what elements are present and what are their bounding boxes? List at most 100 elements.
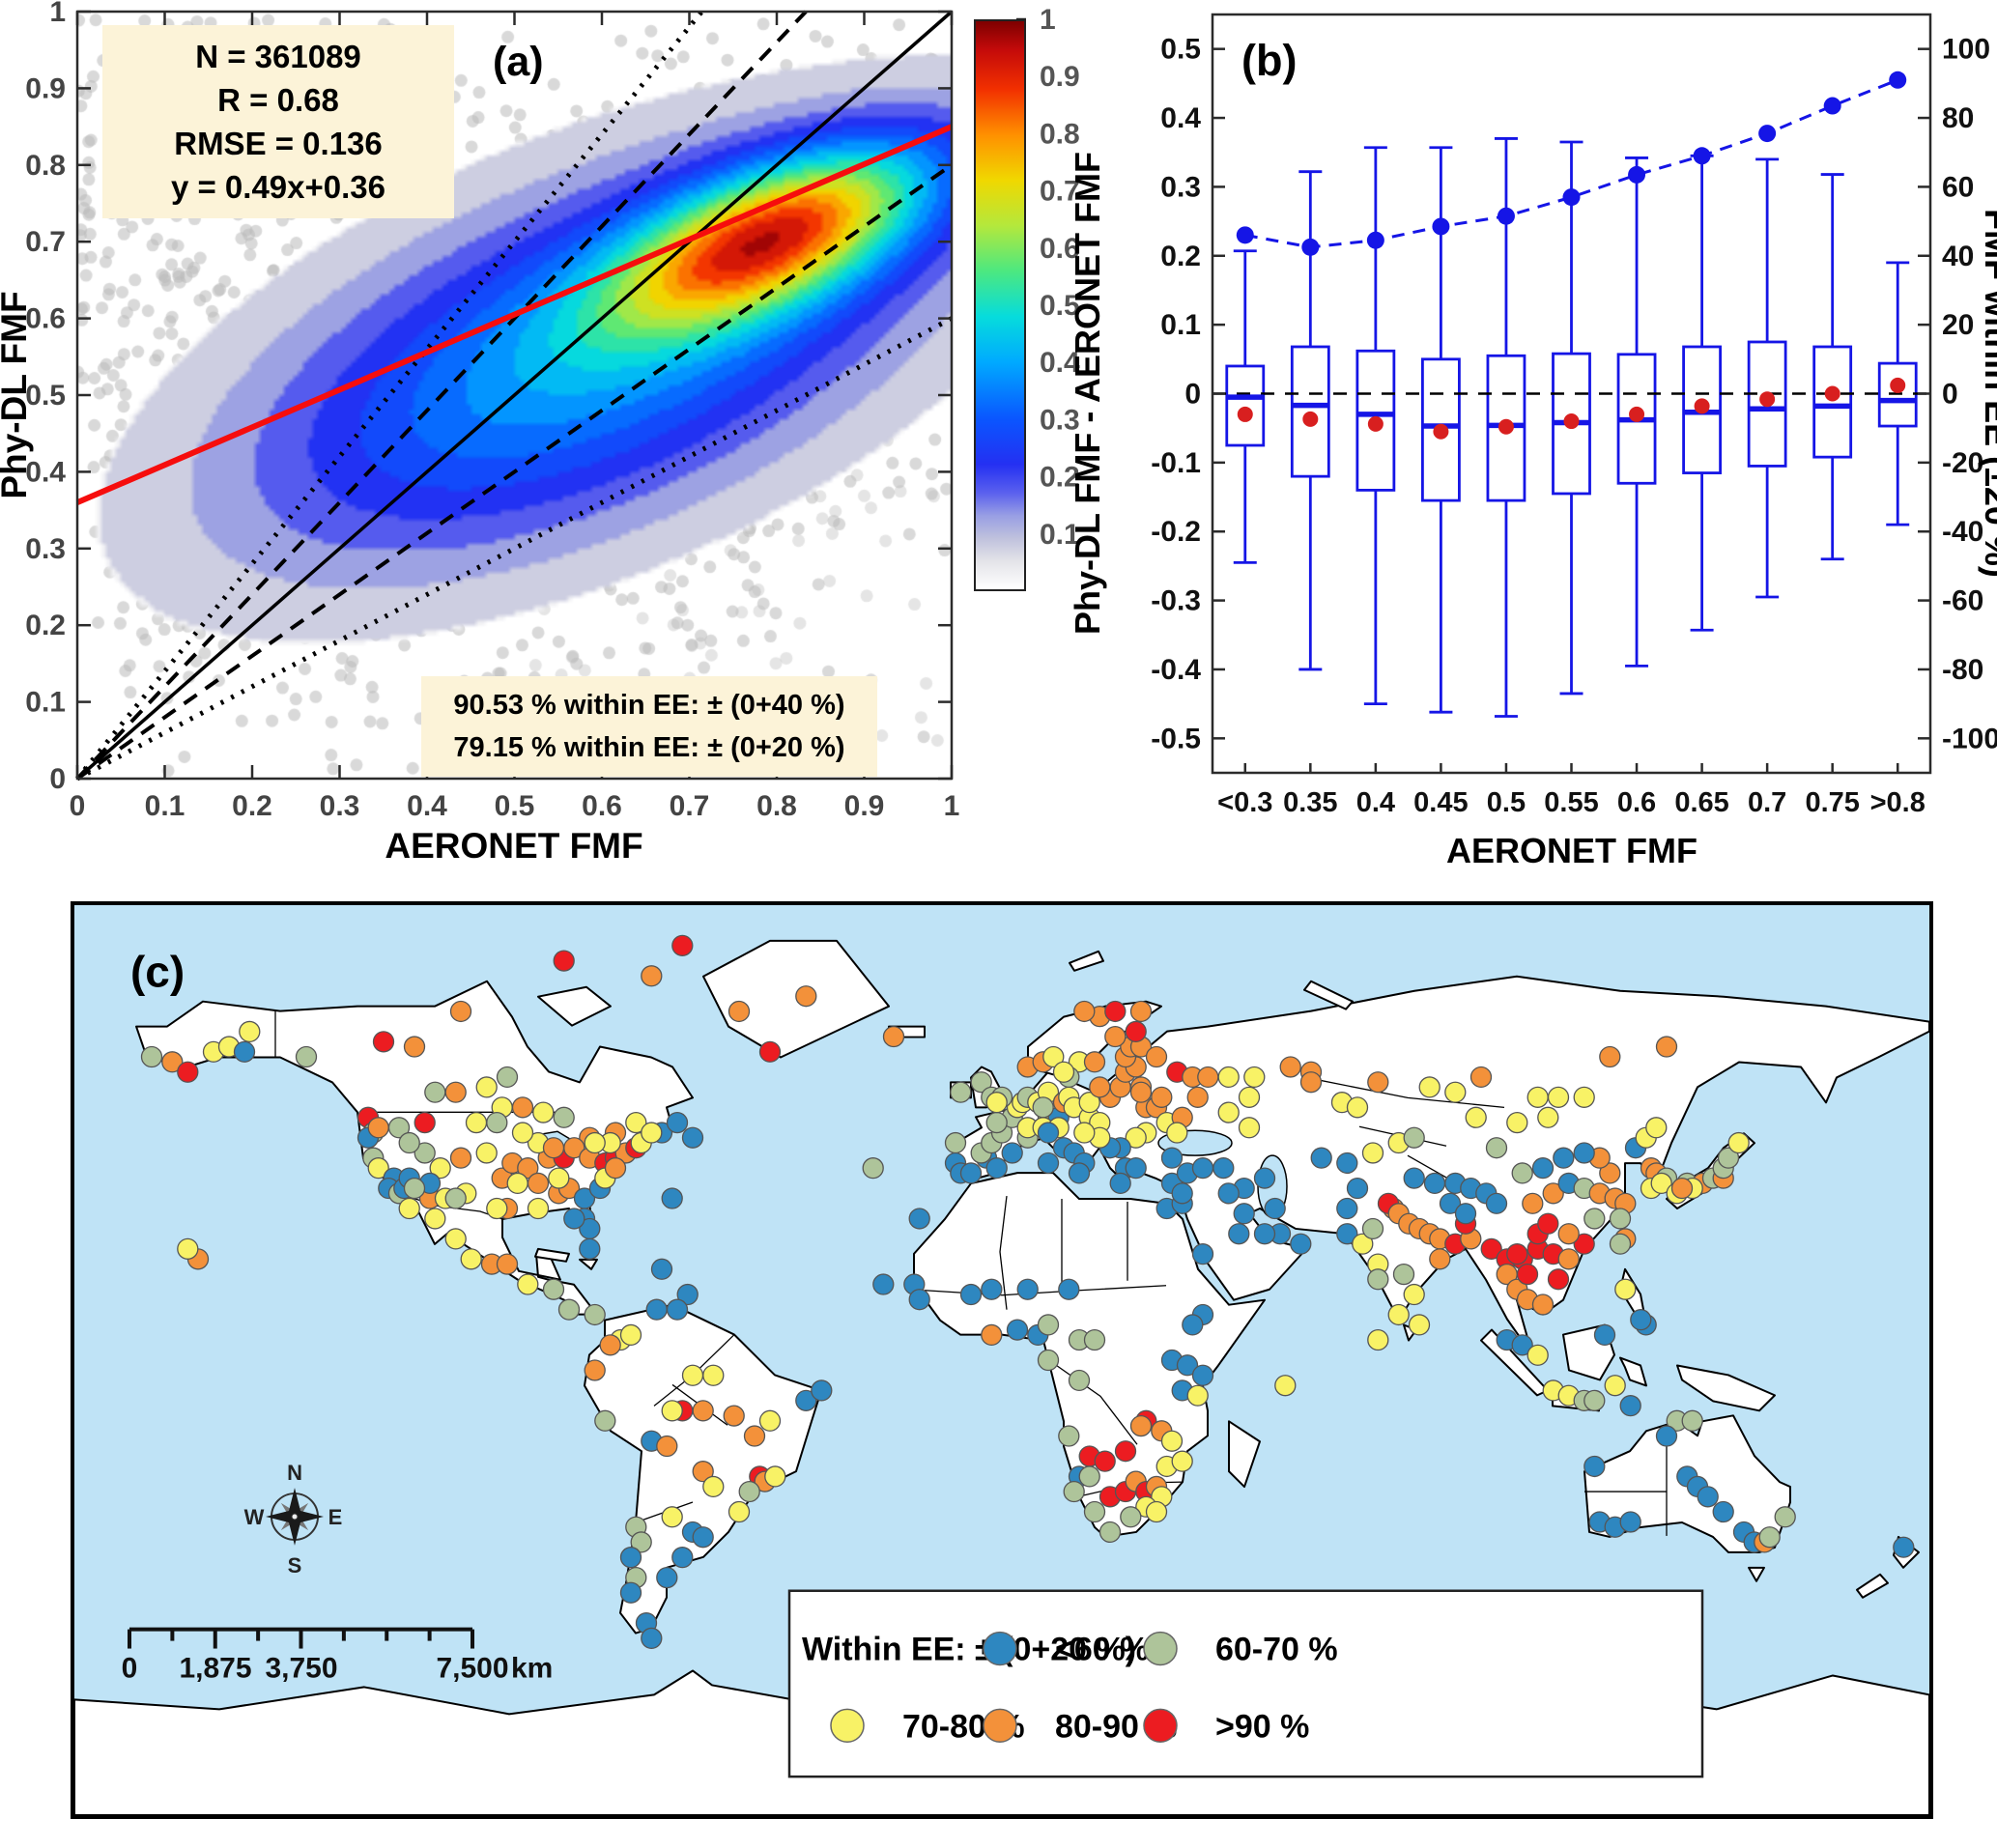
station-dots — [140, 934, 1915, 1649]
station-dot — [1387, 1303, 1410, 1326]
x-tick-label: 0.2 — [232, 790, 272, 822]
station-dot — [1444, 1081, 1467, 1103]
sulawesi — [1619, 1356, 1647, 1387]
right-tick-label: -40 — [1942, 516, 1983, 548]
station-dot — [367, 1157, 389, 1180]
compass-e: E — [328, 1505, 343, 1529]
ee-percent-dot — [1823, 97, 1841, 115]
ee-percent-dot — [1497, 207, 1515, 225]
station-dot — [475, 1142, 498, 1164]
station-dot — [702, 1364, 725, 1386]
station-dot — [758, 1409, 782, 1432]
station-dot — [465, 1111, 488, 1134]
station-dot — [862, 1157, 884, 1180]
station-dot — [295, 1045, 318, 1068]
station-dot — [1367, 1071, 1389, 1094]
novaya-zemlya — [1303, 980, 1354, 1010]
station-dot — [758, 1040, 782, 1063]
left-tick-label: 0.4 — [1160, 102, 1201, 134]
station-dot — [1526, 1086, 1549, 1108]
station-dot — [1609, 1233, 1632, 1255]
station-dot — [656, 1566, 678, 1589]
station-dot — [1583, 1208, 1606, 1230]
ee-percent-dot — [1889, 71, 1907, 89]
y-axis-label-b-right: FMF within EE (±20 %) — [1978, 209, 1997, 578]
y-tick-label: 0.6 — [25, 303, 66, 335]
right-tick-label: 60 — [1942, 171, 1974, 203]
station-dot — [1068, 1369, 1091, 1392]
box — [1747, 340, 1787, 468]
legend-label-lt60: <60 % — [1055, 1632, 1149, 1668]
legend-dot-gt90 — [1143, 1708, 1178, 1743]
y-tick-label: 0.5 — [25, 380, 66, 412]
mean-dot — [1498, 418, 1514, 435]
y-tick-label: 0.4 — [25, 456, 66, 488]
station-dot — [140, 1045, 163, 1068]
station-dot — [1104, 1025, 1127, 1048]
station-dot — [1511, 1334, 1533, 1356]
ee-percent-dot — [1693, 147, 1711, 165]
station-dot — [553, 950, 575, 972]
ee-percent-dot — [1562, 188, 1581, 207]
station-dot — [486, 1111, 508, 1134]
compass-w: W — [244, 1505, 265, 1529]
boxplot-content: 0.5 0.4 0.3 0.2 0.1 0 -0.1 -0.2 -0.3 -0.4 -0.5 100 8… — [1151, 34, 1997, 818]
station-dot — [1454, 1203, 1477, 1225]
mean-dot — [1694, 398, 1710, 414]
legend-dot-lt60 — [983, 1631, 1017, 1666]
station-dot — [1151, 1086, 1173, 1108]
station-dot — [1506, 1243, 1528, 1265]
station-dot — [506, 1172, 528, 1194]
stats-line: RMSE = 0.136 — [174, 126, 383, 161]
station-dot — [460, 1248, 482, 1270]
station-dot — [1583, 1389, 1606, 1411]
station-dot — [1001, 1142, 1023, 1164]
x-tick-label: 0.4 — [407, 790, 447, 822]
station-dot — [619, 1581, 642, 1604]
station-dot — [1557, 1248, 1580, 1270]
station-dot — [527, 1197, 550, 1220]
station-dot — [681, 1364, 704, 1386]
station-dot — [1403, 1283, 1425, 1306]
legend-dot-80-90 — [983, 1708, 1017, 1743]
station-dot — [944, 1131, 967, 1154]
box — [1812, 345, 1853, 459]
station-dot — [542, 1137, 565, 1159]
ee-percent-dot — [1628, 165, 1646, 184]
ee-percent-dot — [1366, 231, 1384, 249]
station-dot — [511, 1096, 534, 1119]
x-category-label: 0.5 — [1487, 787, 1526, 818]
station-dot — [985, 1111, 1008, 1134]
station-dot — [1599, 1045, 1621, 1068]
station-dot — [161, 1051, 184, 1073]
legend-label-60-70: 60-70 % — [1215, 1632, 1338, 1668]
x-category-label: 0.55 — [1544, 787, 1598, 818]
station-dot — [795, 985, 817, 1008]
x-tick-label: 0.8 — [756, 790, 797, 822]
station-dot — [1104, 1000, 1127, 1023]
station-dot — [681, 1126, 704, 1149]
station-dot — [1361, 1142, 1384, 1164]
station-dot — [1537, 1212, 1559, 1235]
station-dot — [1346, 1177, 1369, 1200]
station-dot — [1191, 1157, 1214, 1180]
x-tick-label: 0.7 — [670, 790, 710, 822]
box — [1290, 345, 1330, 478]
box — [1486, 354, 1526, 502]
station-dot — [403, 1177, 426, 1200]
station-dot — [1217, 1066, 1240, 1089]
station-dot — [1253, 1167, 1276, 1189]
right-tick-label: -60 — [1942, 585, 1983, 617]
station-dot — [584, 1303, 606, 1326]
mean-dot — [1824, 385, 1840, 402]
station-dot — [1264, 1197, 1286, 1220]
station-dot — [743, 1425, 766, 1447]
y-tick-label: 0.3 — [25, 533, 66, 565]
station-dot — [1418, 1076, 1441, 1098]
station-dot — [1537, 1106, 1559, 1128]
station-dot — [1166, 1122, 1188, 1144]
station-dot — [666, 1298, 689, 1321]
station-dot — [656, 1435, 678, 1458]
mean-dot — [1759, 391, 1776, 408]
